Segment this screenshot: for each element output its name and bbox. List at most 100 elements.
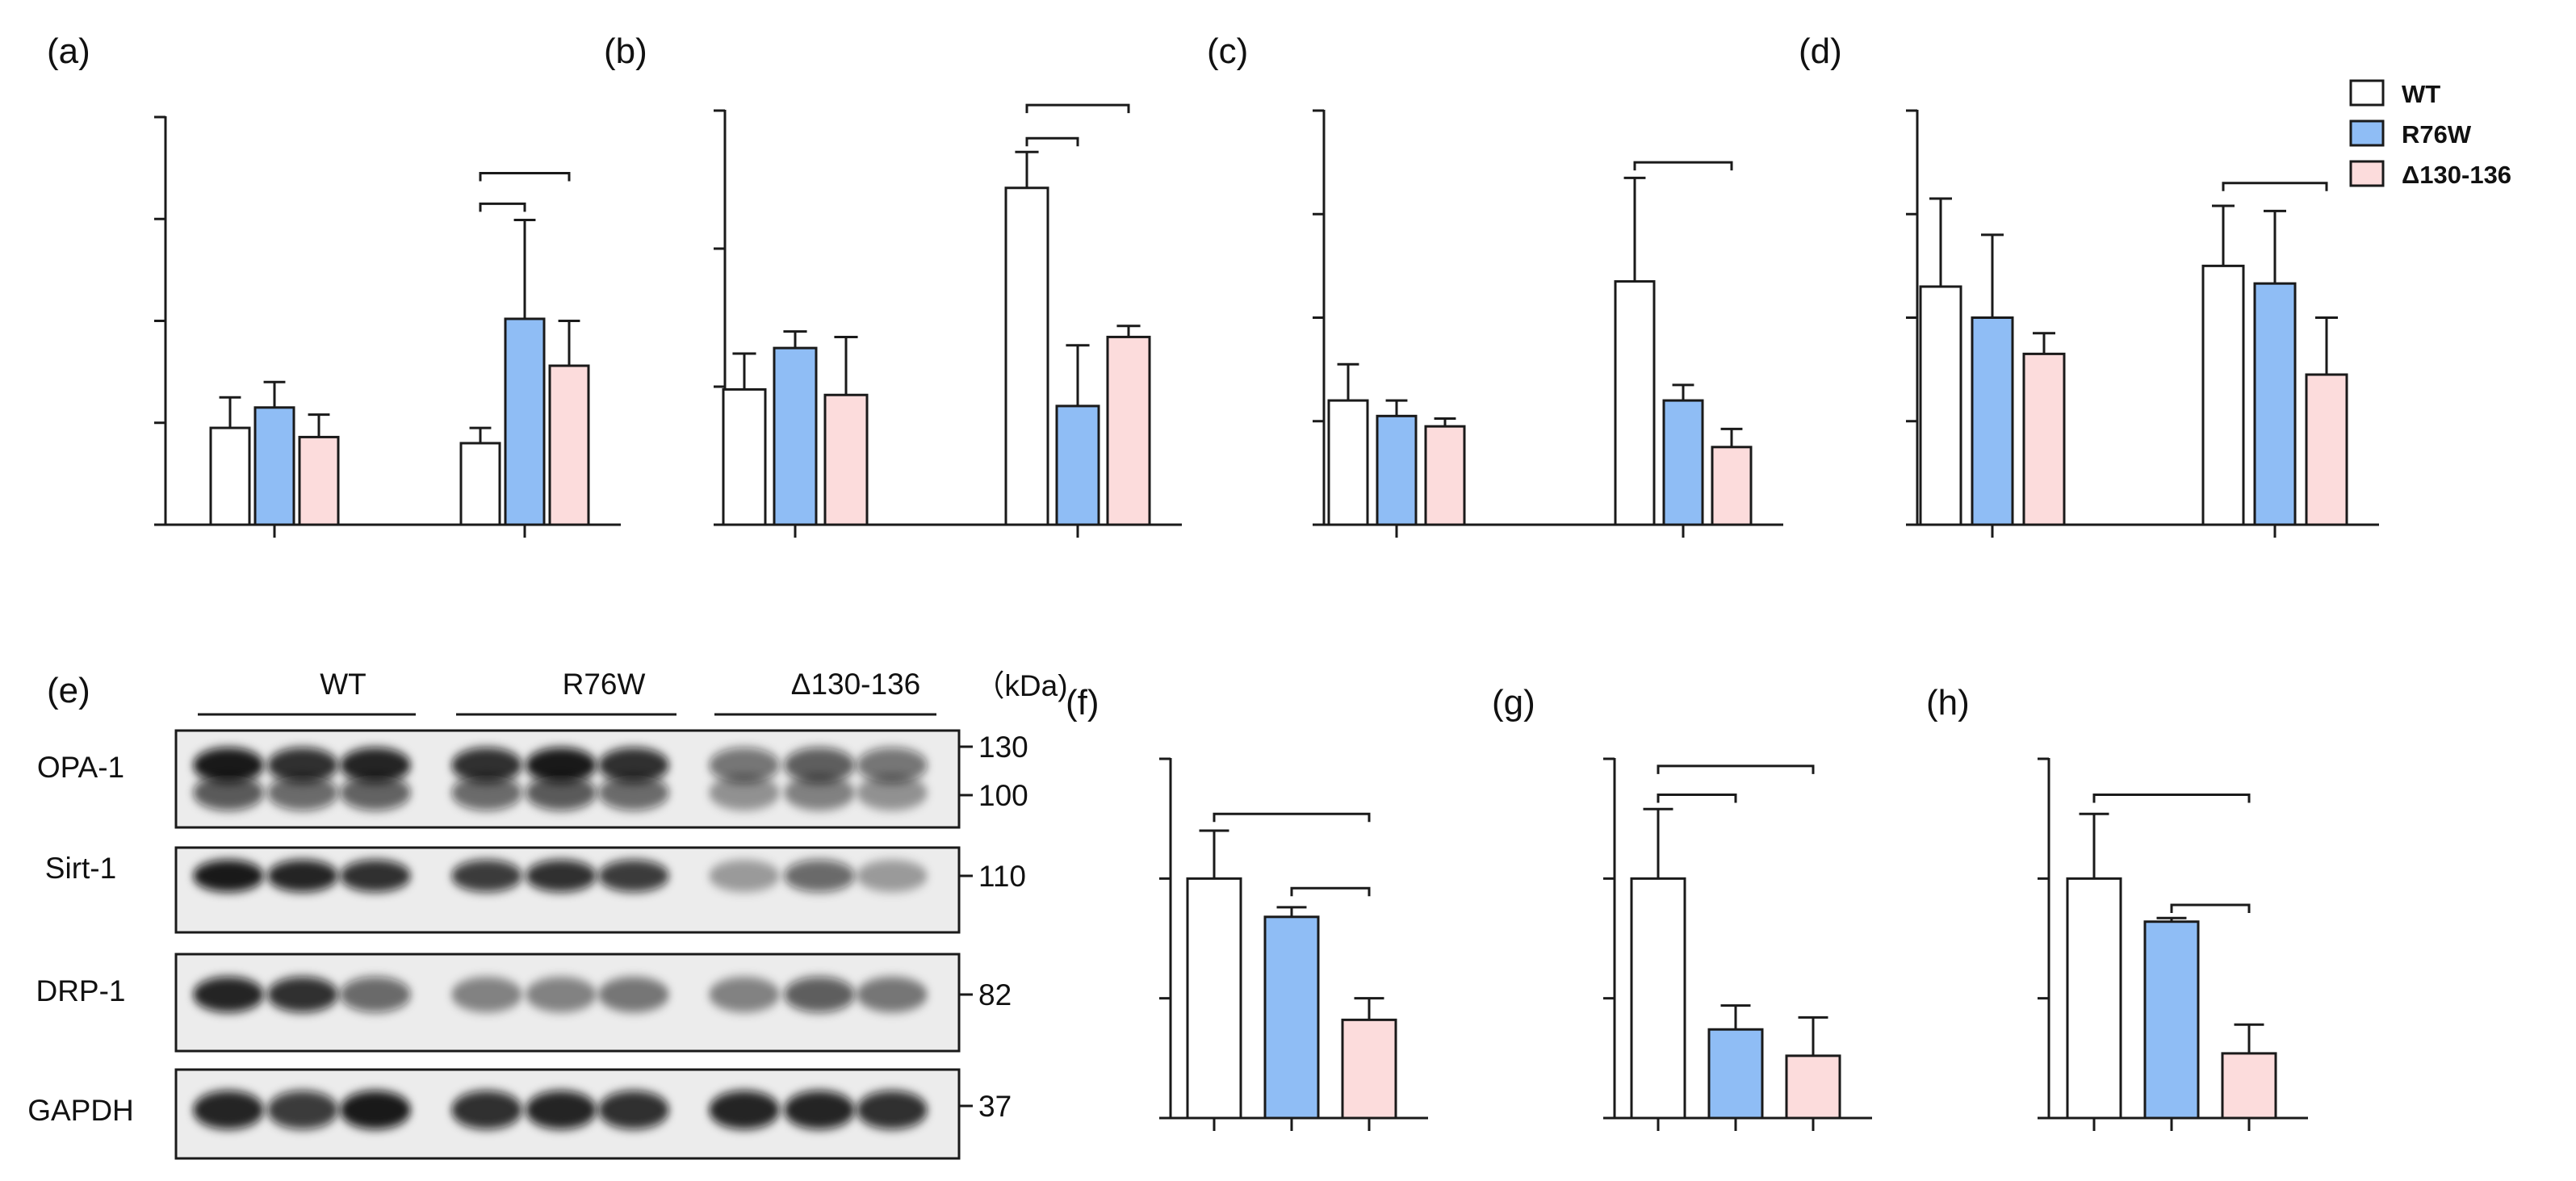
sod-sig-bracket [1025,103,1130,114]
blot-band-opa1 [857,748,928,783]
sod-bar [1055,404,1100,526]
blot-band-opa1 [709,748,780,783]
blot-band-sirt1 [784,860,855,892]
cat-bar [1711,446,1753,526]
western-blot: WT R76W Δ130-136 （kDa) OPA-1 Sirt-1 DRP-… [27,668,1068,1160]
blot-band-sirt1 [857,860,928,892]
opa1-sig-bracket [1290,886,1371,897]
blot-marker-110: 110 [978,860,1026,893]
chart-sirt1 [2038,757,2308,1131]
opa1-bar [1341,1018,1397,1120]
chart-cat [1313,109,1783,538]
blot-band-drp1 [709,977,780,1012]
panel-label-g: (g) [1492,683,1535,722]
blot-band-opa1 [267,748,338,783]
blot-band-opa1 [193,748,264,783]
blot-band-gapdh [709,1091,780,1129]
ros-sig-bracket [479,171,571,182]
blot-band-drp1 [784,977,855,1012]
blot-band-opa1 [857,775,928,810]
gsh-bar [2022,352,2066,526]
ros-bar [548,364,590,526]
panel-label-a: (a) [47,31,90,71]
blot-band-sirt1 [340,860,411,892]
blot-marker-37: 37 [978,1090,1012,1123]
chart-opa1 [1159,757,1428,1131]
blot-band-opa1 [784,748,855,783]
drp1-bar [1785,1054,1841,1120]
blot-band-opa1 [340,748,411,783]
cat-bar [1662,399,1704,526]
cat-bar [1376,414,1418,526]
sod-bar [1004,186,1049,526]
blot-band-sirt1 [451,860,522,892]
gsh-bar [1971,316,2014,526]
blot-band-drp1 [451,977,522,1012]
blot-band-gapdh [784,1091,855,1129]
blot-group-wt: WT [320,668,367,701]
blot-band-opa1 [709,775,780,810]
panel-label-h: (h) [1926,683,1970,722]
legend: WT R76W Δ130-136 [2349,79,2511,189]
blot-band-opa1 [451,748,522,783]
blot-band-opa1 [526,748,597,783]
blot-band-sirt1 [267,860,338,892]
panel-label-b: (b) [604,31,647,71]
blot-row-label-sirt1: Sirt-1 [45,852,116,885]
legend-swatch-r76w [2349,119,2385,147]
blot-kda-label: （kDa) [974,669,1067,702]
legend-label-wt: WT [2402,80,2440,108]
opa1-bar [1263,915,1320,1120]
sod-bar [823,393,869,526]
blot-band-opa1 [784,775,855,810]
blot-band-gapdh [526,1091,597,1129]
gsh-bar [1919,285,1962,526]
drp1-sig-bracket [1657,764,1815,774]
blot-band-opa1 [526,775,597,810]
blot-band-opa1 [598,748,669,783]
ros-sig-bracket [479,202,526,212]
cat-bar [1327,399,1369,526]
sirt1-bar [2066,877,2122,1120]
ros-bar [253,406,295,526]
blot-band-gapdh [340,1091,411,1129]
drp1-bar [1707,1028,1764,1120]
panel-label-e: (e) [47,671,90,710]
ros-bar [504,317,546,526]
sod-bar [1106,335,1151,526]
blot-row-label-drp1: DRP-1 [36,974,125,1007]
blot-band-opa1 [451,775,522,810]
sod-bar [722,387,767,526]
gsh-bar [2253,282,2297,526]
blot-band-opa1 [193,775,264,810]
blot-band-gapdh [193,1091,264,1129]
blot-band-gapdh [598,1091,669,1129]
blot-band-sirt1 [598,860,669,892]
sod-bar [773,346,818,526]
legend-label-r76w: R76W [2402,120,2472,149]
blot-band-sirt1 [193,860,264,892]
blot-bands [193,748,928,1129]
cat-bar [1614,280,1656,526]
blot-marker-130: 130 [978,731,1028,764]
blot-band-opa1 [340,775,411,810]
sirt1-sig-bracket [2170,903,2251,913]
sirt1-bar [2143,920,2200,1120]
ros-bar [459,442,501,526]
blot-marker-82: 82 [978,978,1012,1011]
legend-swatch-d130 [2349,160,2385,187]
cat-sig-bracket [1633,161,1733,171]
blot-band-drp1 [598,977,669,1012]
drp1-sig-bracket [1657,794,1737,803]
legend-label-d130: Δ130-136 [2402,161,2511,189]
gsh-sig-bracket [2222,182,2328,191]
sirt1-bar [2221,1052,2277,1120]
blot-band-drp1 [340,977,411,1012]
blot-group-d130: Δ130-136 [791,668,921,701]
opa1-sig-bracket [1213,812,1371,823]
panel-label-d: (d) [1799,31,1842,71]
blot-band-drp1 [526,977,597,1012]
blot-band-sirt1 [709,860,780,892]
panel-label-c: (c) [1207,31,1248,71]
sirt1-sig-bracket [2092,794,2251,803]
